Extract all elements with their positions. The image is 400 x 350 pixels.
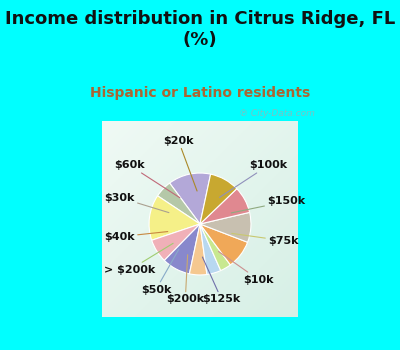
Text: $20k: $20k <box>163 136 197 191</box>
Text: $100k: $100k <box>220 160 288 197</box>
Wedge shape <box>200 189 250 224</box>
Wedge shape <box>200 224 230 271</box>
Text: Hispanic or Latino residents: Hispanic or Latino residents <box>90 86 310 100</box>
Text: $10k: $10k <box>218 252 274 285</box>
Text: $150k: $150k <box>231 196 305 213</box>
Text: $60k: $60k <box>114 160 180 198</box>
Text: ℗ City-Data.com: ℗ City-Data.com <box>239 109 315 118</box>
Wedge shape <box>149 196 200 240</box>
Text: $30k: $30k <box>104 193 169 212</box>
Wedge shape <box>200 174 237 224</box>
Text: Income distribution in Citrus Ridge, FL
(%): Income distribution in Citrus Ridge, FL … <box>5 10 395 49</box>
Text: $50k: $50k <box>141 250 179 295</box>
Text: $125k: $125k <box>202 257 241 304</box>
Wedge shape <box>200 224 221 274</box>
Text: $40k: $40k <box>104 232 168 242</box>
Text: $200k: $200k <box>166 255 204 304</box>
Wedge shape <box>190 224 207 275</box>
Wedge shape <box>170 173 210 224</box>
Wedge shape <box>164 224 200 274</box>
Text: $75k: $75k <box>232 233 298 246</box>
Wedge shape <box>200 224 248 265</box>
Wedge shape <box>152 224 200 260</box>
Wedge shape <box>200 212 251 242</box>
Wedge shape <box>158 183 200 224</box>
Text: > $200k: > $200k <box>104 243 173 275</box>
